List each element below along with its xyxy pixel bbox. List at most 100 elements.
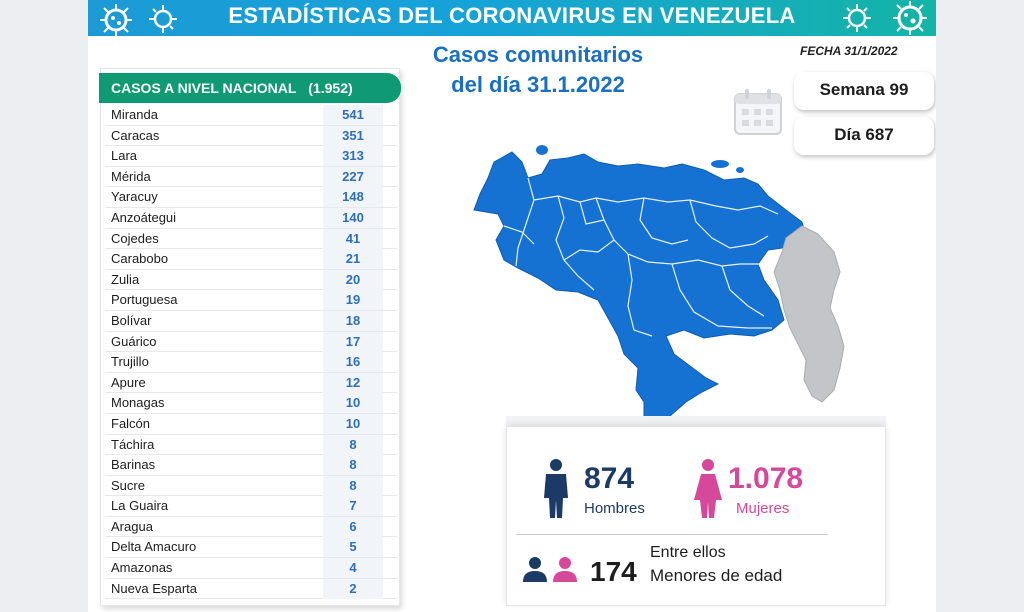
state-name: Yaracuy (111, 189, 158, 205)
state-case-count: 8 (323, 475, 383, 496)
man-icon (544, 459, 568, 518)
island-shape (536, 145, 548, 155)
table-row: Apure 12 (105, 372, 397, 394)
table-row: Lara 313 (105, 146, 397, 167)
island-shape (736, 167, 744, 173)
header-banner: ESTADÍSTICAS DEL CORONAVIRUS EN VENEZUEL… (88, 0, 936, 36)
state-case-count: 10 (323, 413, 383, 434)
state-case-count: 18 (323, 310, 383, 331)
state-name: Caracas (111, 127, 160, 143)
table-header-total: (1.952) (308, 80, 353, 96)
state-case-count: 21 (323, 249, 383, 270)
state-name: Anzoátegui (111, 209, 177, 225)
table-row: Barinas 8 (105, 455, 397, 476)
state-name: Monagas (111, 395, 165, 411)
virus-icon (100, 4, 132, 36)
virus-icon (843, 4, 871, 32)
table-row: Sucre 8 (105, 475, 397, 497)
state-case-count: 16 (323, 352, 383, 373)
left-margin-band (0, 0, 88, 612)
week-counter: Semana 99 (794, 72, 934, 110)
state-case-count: 19 (323, 290, 383, 311)
state-name: Aragua (111, 518, 153, 534)
state-name: Mérida (111, 168, 151, 184)
page-title: ESTADÍSTICAS DEL CORONAVIRUS EN VENEZUEL… (228, 3, 796, 28)
minors-label: Menores de edad (650, 566, 783, 585)
table-row: Delta Amacuro 5 (105, 537, 397, 559)
table-row: Anzoátegui 140 (105, 207, 397, 229)
state-name: Trujillo (111, 354, 149, 370)
state-name: La Guaira (111, 498, 169, 514)
state-case-count: 4 (323, 558, 383, 579)
table-row: Mérida 227 (105, 166, 397, 188)
table-row: Zulia 20 (105, 269, 397, 291)
state-name: Apure (111, 374, 146, 390)
minors-prefix: Entre ellos (650, 544, 726, 561)
minors-icon (523, 557, 577, 582)
state-case-count: 10 (323, 393, 383, 414)
state-case-count: 20 (323, 269, 383, 290)
table-rows: Miranda 541 Caracas 351 Lara 313 Mérida 227 Yara… (105, 105, 397, 600)
table-row: Portuguesa 19 (105, 290, 397, 311)
table-row: Nueva Esparta 2 (105, 578, 397, 600)
women-label: Mujeres (736, 500, 790, 517)
infographic: ESTADÍSTICAS DEL CORONAVIRUS EN VENEZUEL… (88, 0, 936, 612)
table-row: Táchira 8 (105, 434, 397, 456)
virus-icon (149, 5, 177, 33)
state-case-count: 7 (323, 496, 383, 517)
women-count: 1.078 (728, 462, 804, 495)
subtitle-line-2: del día 31.1.2022 (451, 72, 625, 97)
minors-count: 174 (590, 556, 637, 587)
state-case-count: 5 (323, 537, 383, 558)
men-count: 874 (584, 462, 635, 495)
state-name: Bolívar (111, 312, 152, 328)
state-name: Nueva Esparta (111, 580, 197, 596)
state-borders (503, 177, 779, 337)
nueva-esparta-island (711, 160, 729, 168)
subtitle-line-1: Casos comunitarios (432, 42, 644, 67)
state-name: Miranda (111, 107, 158, 122)
virus-icon (893, 1, 927, 35)
state-name: Amazonas (111, 560, 173, 576)
state-case-count: 313 (323, 146, 383, 167)
state-case-count: 8 (323, 455, 383, 476)
table-row: Trujillo 16 (105, 352, 397, 373)
state-case-count: 17 (323, 331, 383, 352)
table-row: Aragua 6 (105, 516, 397, 538)
table-row: La Guaira 7 (105, 496, 397, 517)
state-case-count: 2 (323, 578, 383, 599)
state-case-count: 41 (323, 228, 383, 249)
state-case-count: 351 (323, 125, 383, 146)
report-date: FECHA 31/1/2022 (800, 44, 898, 58)
right-margin-band (936, 0, 1024, 612)
venezuela-territory (473, 151, 807, 423)
state-name: Barinas (111, 457, 156, 473)
venezuela-map (473, 145, 845, 423)
table-row: Falcón 10 (105, 413, 397, 435)
table-row: Guárico 17 (105, 331, 397, 353)
table-header-label: CASOS A NIVEL NACIONAL (111, 80, 297, 96)
guayana-esequiba-region (773, 225, 845, 403)
state-name: Zulia (111, 271, 140, 287)
woman-icon (694, 459, 722, 518)
state-case-count: 227 (323, 166, 383, 187)
state-case-count: 541 (323, 105, 383, 125)
state-name: Cojedes (111, 230, 159, 246)
state-case-count: 12 (323, 372, 383, 393)
state-case-count: 148 (323, 187, 383, 208)
state-case-count: 140 (323, 207, 383, 228)
men-label: Hombres (584, 500, 645, 517)
national-cases-table: CASOS A NIVEL NACIONAL (1.952) Miranda 54… (99, 68, 401, 606)
state-case-count: 6 (323, 516, 383, 537)
calendar-icon (734, 89, 782, 135)
state-case-count: 8 (323, 434, 383, 455)
state-name: Portuguesa (111, 292, 178, 308)
table-header: CASOS A NIVEL NACIONAL (1.952) (99, 73, 401, 103)
state-name: Sucre (111, 477, 145, 493)
state-name: Lara (111, 148, 138, 164)
table-row: Amazonas 4 (105, 558, 397, 579)
table-row: Cojedes 41 (105, 228, 397, 250)
state-name: Falcón (111, 415, 151, 431)
table-row: Bolívar 18 (105, 310, 397, 332)
table-row: Miranda 541 (105, 105, 397, 126)
